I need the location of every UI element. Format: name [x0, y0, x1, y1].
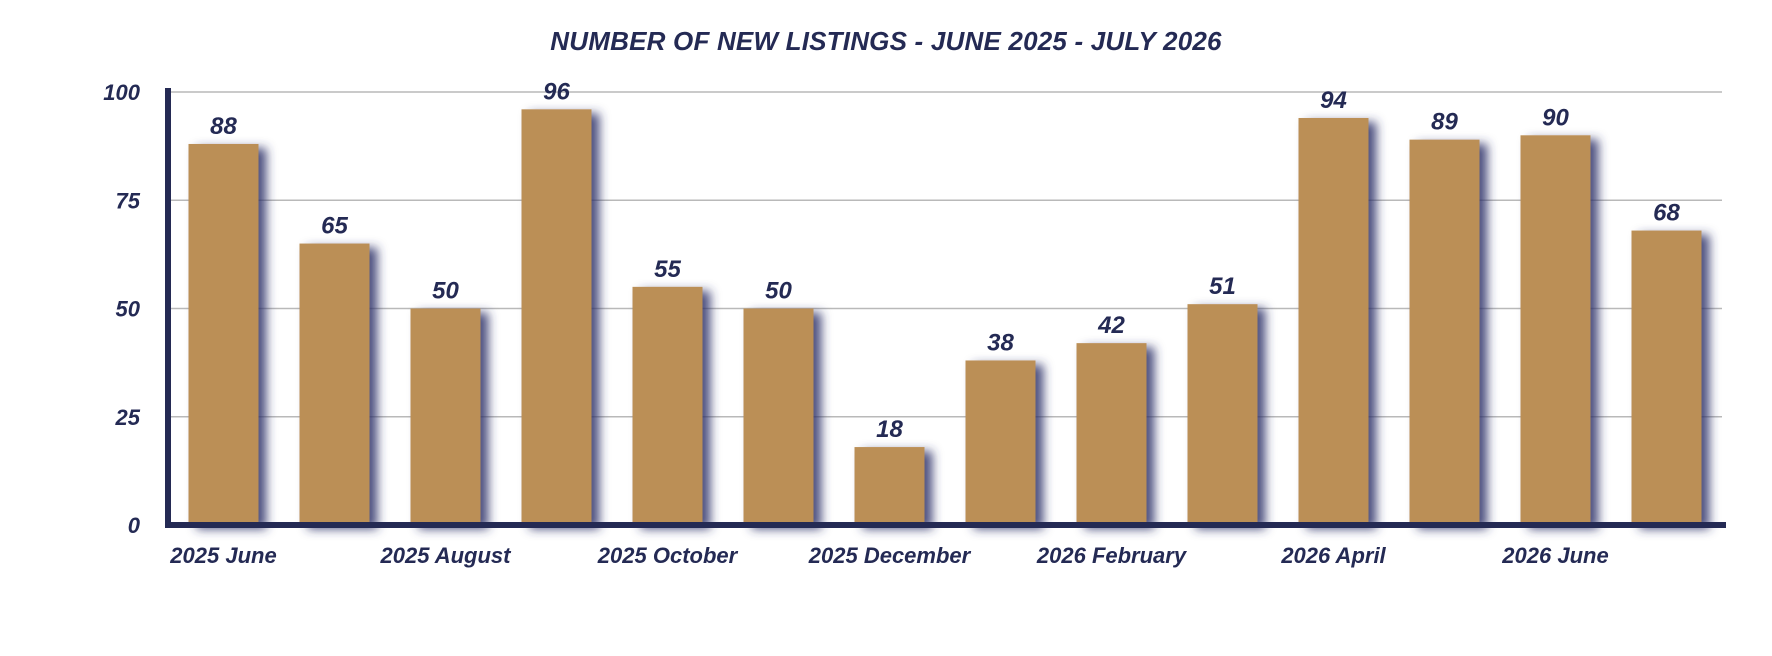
- y-tick-label: 0: [128, 513, 141, 538]
- x-axis-ticks: 2025 June 2025 August 2025 October 2025 Dec…: [169, 543, 1608, 568]
- data-label: 90: [1542, 104, 1569, 131]
- x-tick-label: 2025 December: [808, 543, 972, 568]
- data-label: 94: [1320, 87, 1347, 114]
- x-tick-label: 2025 August: [379, 543, 512, 568]
- data-label: 50: [765, 278, 792, 305]
- bar: [1520, 135, 1591, 526]
- bar: [854, 447, 925, 525]
- data-labels: 88 65 50 96 55 50 18 38 42 51 94 89 90 68: [210, 78, 1680, 443]
- bar: [188, 143, 259, 525]
- y-tick-label: 75: [116, 188, 141, 213]
- data-label: 68: [1653, 200, 1680, 227]
- bar: [521, 109, 592, 525]
- data-label: 51: [1209, 273, 1236, 300]
- y-tick-label: 25: [115, 405, 141, 430]
- x-tick-label: 2026 February: [1036, 543, 1188, 568]
- x-tick-label: 2025 June: [169, 543, 276, 568]
- bar: [1631, 230, 1702, 525]
- chart-title: NUMBER OF NEW LISTINGS - JUNE 2025 - JUL…: [550, 26, 1222, 56]
- y-axis-ticks: 0 25 50 75 100: [103, 80, 140, 538]
- data-label: 50: [432, 278, 459, 305]
- y-tick-label: 100: [103, 80, 140, 105]
- data-label: 18: [876, 416, 903, 443]
- x-tick-label: 2026 April: [1280, 543, 1386, 568]
- data-label: 55: [654, 256, 681, 283]
- data-label: 96: [543, 78, 570, 105]
- bars: [188, 109, 1702, 526]
- data-label: 88: [210, 113, 237, 140]
- y-tick-label: 50: [116, 297, 141, 322]
- bar: [1076, 343, 1147, 525]
- bar: [1187, 304, 1258, 525]
- bar: [410, 308, 481, 525]
- bar: [965, 360, 1036, 525]
- x-tick-label: 2025 October: [597, 543, 739, 568]
- data-label: 89: [1431, 109, 1458, 136]
- x-tick-label: 2026 June: [1501, 543, 1608, 568]
- bar: [632, 286, 703, 525]
- data-label: 42: [1097, 312, 1125, 339]
- data-label: 65: [321, 213, 348, 240]
- bar: [1409, 139, 1480, 525]
- axes: [165, 88, 1726, 528]
- data-label: 38: [987, 329, 1014, 356]
- bar: [299, 243, 370, 526]
- gridlines: [168, 91, 1722, 418]
- bar: [743, 308, 814, 525]
- bar: [1298, 117, 1369, 525]
